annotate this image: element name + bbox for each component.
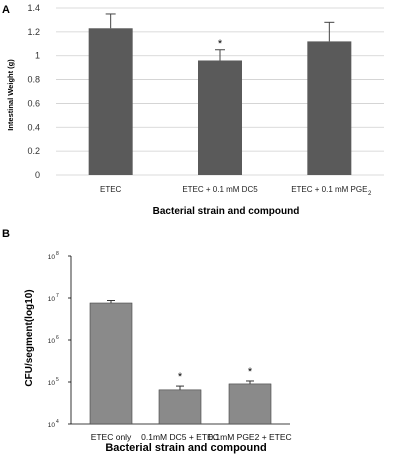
panel-a-category-subscript: 2 bbox=[368, 191, 372, 197]
panel-a-category-label: ETEC + 0.1 mM DC5 bbox=[182, 185, 258, 194]
panel-b-significance-marker: * bbox=[178, 371, 183, 383]
panel-b-y-tick-label: 10 bbox=[48, 380, 56, 387]
panel-b-y-tick-exponent: 6 bbox=[56, 335, 59, 341]
panel-a-category-label: ETEC + 0.1 mM PGE bbox=[291, 185, 367, 194]
panel-b-y-tick-label: 10 bbox=[48, 338, 56, 345]
panel-b-y-tick-exponent: 5 bbox=[56, 377, 59, 383]
panel-a-y-tick-label: 0 bbox=[35, 170, 40, 180]
panel-b-category-label: 0.1mM PGE2 + ETEC bbox=[208, 432, 291, 442]
panel-a-category-label: ETEC bbox=[100, 185, 122, 194]
panel-a-x-axis-title: Bacterial strain and compound bbox=[153, 206, 300, 217]
panel-a-y-tick-label: 1.2 bbox=[27, 27, 40, 37]
panel-a: A 0 0.2 0.4 0.6 0.8 1 1.2 1.4 ETEC * ETEC + 0.1 m… bbox=[2, 3, 384, 217]
panel-b-x-axis-title: Bacterial strain and compound bbox=[105, 442, 266, 454]
panel-a-bar bbox=[88, 28, 133, 176]
panel-a-label: A bbox=[2, 4, 10, 16]
panel-a-y-axis-title: Intestinal Weight (g) bbox=[6, 59, 15, 131]
panel-b-y-tick-label: 10 bbox=[48, 254, 56, 261]
panel-a-y-tick-label: 0.6 bbox=[27, 98, 40, 108]
panel-b-y-tick-exponent: 7 bbox=[56, 293, 59, 299]
panel-a-significance-marker: * bbox=[218, 38, 223, 50]
panel-b-bar bbox=[158, 389, 202, 425]
panel-a-y-tick-label: 1 bbox=[35, 51, 40, 61]
panel-a-bars: ETEC * ETEC + 0.1 mM DC5 ETEC + 0.1 mM PGE 2 bbox=[88, 13, 372, 197]
panel-b-significance-marker: * bbox=[248, 366, 253, 378]
panel-a-y-tick-label: 1.4 bbox=[27, 3, 40, 13]
panel-b-y-axis-title: CFU/segment(log10) bbox=[24, 289, 35, 386]
panel-b-y-tick-label: 10 bbox=[48, 422, 56, 429]
panel-b-label: B bbox=[2, 228, 10, 240]
panel-b-bars: ETEC only * 0.1mM DC5 + ETEC * 0.1mM PGE2 + … bbox=[89, 299, 292, 442]
panel-a-y-ticks: 0 0.2 0.4 0.6 0.8 1 1.2 1.4 bbox=[27, 3, 40, 180]
panel-b-bar bbox=[228, 383, 272, 425]
panel-a-y-tick-label: 0.8 bbox=[27, 75, 40, 85]
panel-b-y-tick-exponent: 8 bbox=[56, 251, 59, 257]
panel-b-y-tick-label: 10 bbox=[48, 296, 56, 303]
panel-b-category-label: ETEC only bbox=[91, 432, 132, 442]
panel-a-bar bbox=[198, 60, 242, 175]
panel-b-y-tick-exponent: 4 bbox=[56, 419, 59, 425]
panel-b-bar bbox=[89, 302, 133, 425]
panel-b-category-label: 0.1mM DC5 + ETEC bbox=[141, 432, 219, 442]
panel-a-bar bbox=[307, 41, 352, 176]
panel-a-y-tick-label: 0.4 bbox=[27, 122, 40, 132]
panel-a-y-tick-label: 0.2 bbox=[27, 146, 40, 156]
